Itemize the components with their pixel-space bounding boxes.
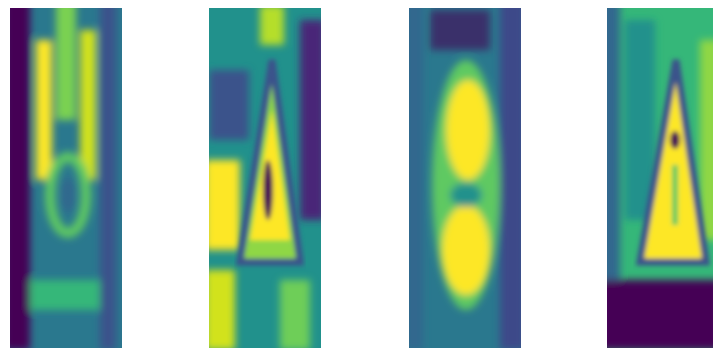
- stripe: [80, 30, 96, 180]
- blob: [430, 10, 490, 50]
- ellipse-bottom: [442, 205, 490, 295]
- triangle-mark: [670, 131, 680, 149]
- triangle-mark: [672, 165, 678, 225]
- feature-map-2: [205, 5, 325, 350]
- stripe: [4, 0, 30, 350]
- blob: [280, 280, 310, 350]
- feature-map-4: [600, 0, 713, 350]
- stripe: [56, 0, 76, 120]
- blob: [209, 70, 249, 140]
- stripe: [700, 40, 713, 240]
- stripe: [100, 0, 116, 350]
- blob: [205, 270, 235, 350]
- ellipse-top: [446, 80, 490, 180]
- stripe: [500, 0, 525, 350]
- ellipse-center: [450, 183, 482, 207]
- blob: [30, 280, 100, 310]
- ring-center: [61, 177, 75, 213]
- feature-map-1: [4, 0, 122, 350]
- blob: [300, 20, 325, 220]
- bottom-band: [600, 280, 713, 350]
- triangle-mark: [263, 160, 273, 220]
- blob: [260, 5, 284, 45]
- blob: [205, 160, 240, 250]
- feature-map-3: [405, 0, 525, 350]
- stripe: [36, 40, 52, 180]
- figure: [0, 0, 713, 350]
- stripe: [405, 0, 423, 350]
